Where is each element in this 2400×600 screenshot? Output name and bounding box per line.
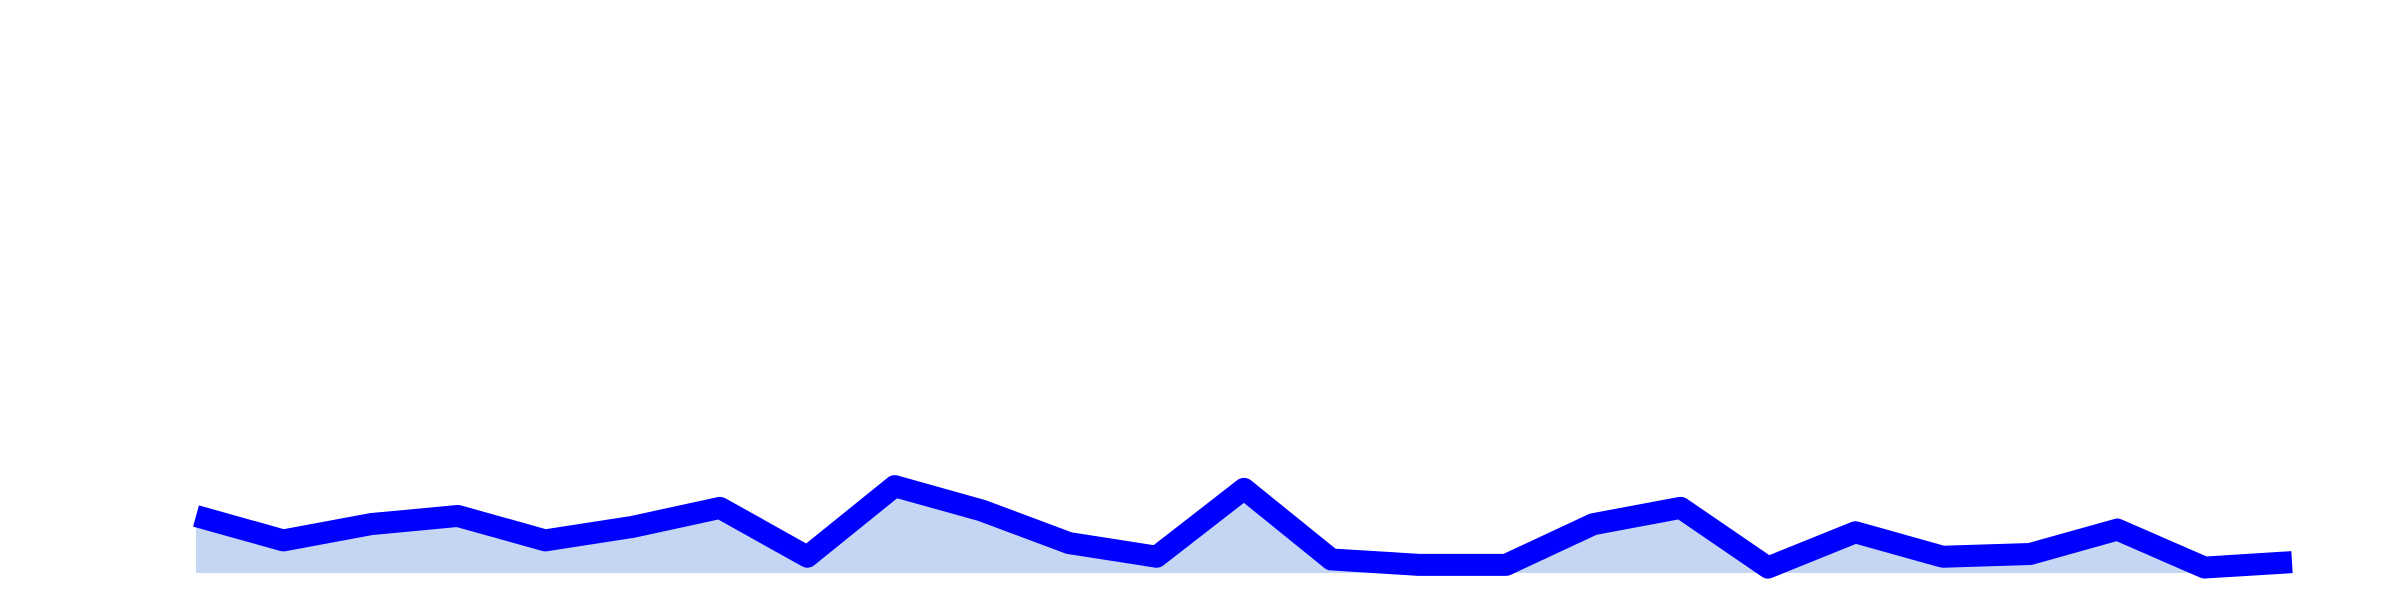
data-point-3 (457, 515, 459, 517)
data-point-23 (2204, 567, 2206, 569)
data-point-12 (1243, 488, 1245, 490)
data-point-19 (1854, 531, 1856, 533)
series-0-line (193, 475, 2293, 579)
data-point-18 (1767, 567, 1769, 569)
data-point-10 (1068, 542, 1070, 544)
data-point-8 (894, 485, 896, 487)
data-point-1 (282, 539, 284, 541)
data-point-22 (2116, 529, 2118, 531)
data-point-24 (2291, 561, 2293, 563)
data-point-20 (1942, 556, 1944, 558)
data-point-9 (981, 510, 983, 512)
data-point-16 (1592, 523, 1594, 525)
data-point-0 (195, 515, 197, 517)
data-point-6 (719, 507, 721, 509)
plot-area (193, 475, 2293, 579)
data-point-14 (1418, 564, 1420, 566)
data-point-17 (1680, 507, 1682, 509)
data-point-15 (1505, 564, 1507, 566)
data-point-4 (544, 539, 546, 541)
data-point-5 (632, 526, 634, 528)
data-point-13 (1330, 558, 1332, 560)
data-point-7 (806, 556, 808, 558)
data-point-11 (1156, 556, 1158, 558)
data-point-21 (2029, 553, 2031, 555)
data-point-2 (370, 523, 372, 525)
